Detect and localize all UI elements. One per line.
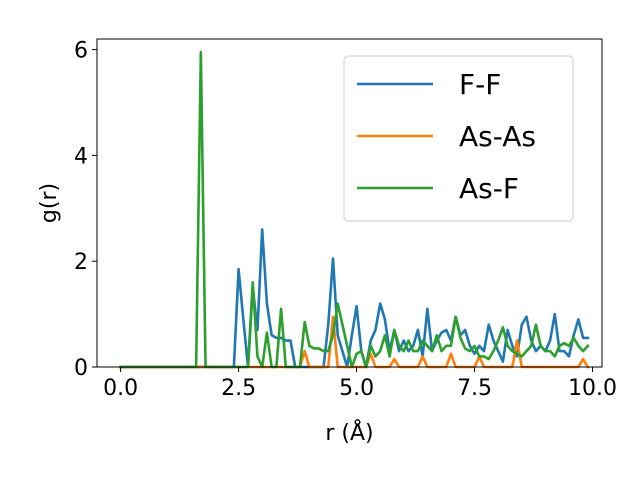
x-tick-label: 7.5: [457, 376, 492, 401]
y-axis-label: g(r): [37, 183, 62, 223]
legend: F-F As-As As-F: [343, 55, 574, 222]
legend-label-as-f: As-F: [459, 172, 519, 205]
x-axis-ticks: 0.0 2.5 5.0 7.5 10.0: [103, 367, 617, 401]
y-tick-label: 2: [74, 250, 88, 275]
plot-frame: [96, 38, 603, 368]
x-tick-label: 0.0: [103, 376, 138, 401]
x-axis-label: r (Å): [325, 419, 373, 446]
legend-frame: [343, 55, 574, 222]
legend-label-as-as: As-As: [459, 120, 536, 153]
x-tick-label: 10.0: [568, 376, 617, 401]
x-tick-label: 5.0: [339, 376, 374, 401]
y-tick-label: 0: [74, 356, 88, 381]
y-tick-label: 6: [74, 39, 88, 64]
legend-label-f-f: F-F: [459, 68, 501, 101]
y-tick-label: 4: [74, 144, 88, 169]
x-tick-label: 2.5: [221, 376, 256, 401]
y-axis-ticks: 0 2 4 6: [74, 39, 97, 381]
